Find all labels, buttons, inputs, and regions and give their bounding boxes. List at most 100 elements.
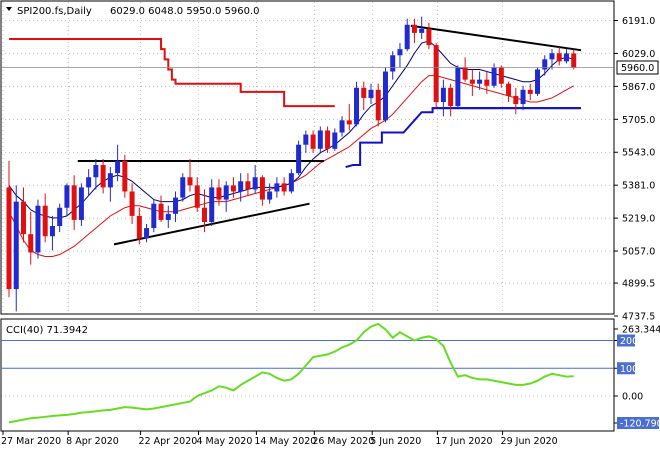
symbol-title: SPI200.fs,Daily <box>17 6 92 17</box>
candle-body <box>100 165 106 188</box>
candle-down <box>469 69 475 96</box>
candle-down <box>259 175 265 206</box>
candle-down <box>20 187 26 243</box>
candle-up <box>542 55 548 76</box>
time-tick-label: 29 Jun 2020 <box>501 436 558 447</box>
candle-body <box>346 120 352 125</box>
candle-up <box>339 116 345 137</box>
time-tick-label: 5 Jun 2020 <box>370 436 421 447</box>
candle-down <box>100 158 106 194</box>
price-tick-label: 6191.0 <box>622 16 655 27</box>
candle-up <box>115 144 121 182</box>
candle-body <box>136 215 142 239</box>
candle-body <box>173 197 179 214</box>
candle-up <box>49 215 55 251</box>
candle-up <box>274 177 280 198</box>
candle-up <box>419 16 425 40</box>
candle-up <box>35 199 41 259</box>
candle-down <box>245 173 251 196</box>
price-axis-ticks: 6191.0 6029.0 5867.0 5705.0 5543.0 5381.0 5219… <box>614 16 655 323</box>
candle-body <box>78 187 84 220</box>
candle-body <box>296 144 302 174</box>
candle-body <box>390 55 396 72</box>
cci-title: CCI(40) 71.3942 <box>6 325 88 336</box>
cci-plot-area <box>1 322 614 424</box>
candle-body <box>375 89 381 121</box>
cci-axis-ticks: 263.3449200 100 0.00 -120.790 <box>614 325 660 430</box>
candle-body <box>252 177 258 190</box>
candle-body <box>317 130 323 149</box>
symbol-dropdown-icon[interactable] <box>6 7 12 11</box>
candle-down <box>201 189 207 233</box>
candle-down <box>498 65 504 88</box>
candle-body <box>64 185 70 208</box>
candle-body <box>115 160 121 174</box>
candle-body <box>107 173 113 188</box>
candle-down <box>506 81 512 103</box>
candle-up <box>288 169 294 194</box>
cci-line <box>8 322 574 424</box>
candle-up <box>317 126 323 153</box>
lower-band-line <box>345 107 581 169</box>
candle-body <box>397 49 403 56</box>
candle-up <box>477 71 483 90</box>
cci-tick-label: 200 <box>620 336 638 347</box>
time-tick-label: 27 Mar 2020 <box>1 436 61 447</box>
price-panel-frame <box>0 0 615 315</box>
candle-down <box>310 130 316 153</box>
time-tick-label: 14 May 2020 <box>254 436 316 447</box>
candle-down <box>433 43 439 109</box>
candle-body <box>448 87 454 107</box>
cci-level-badge <box>617 334 635 347</box>
candle-body <box>426 28 432 46</box>
candle-body <box>462 67 468 80</box>
time-tick-label: 8 Apr 2020 <box>66 436 119 447</box>
time-tick-label: 22 Apr 2020 <box>139 436 198 447</box>
candle-body <box>13 201 19 290</box>
candle-down <box>484 71 490 94</box>
candle-down <box>42 193 48 243</box>
candle-body <box>556 53 562 62</box>
candle-down <box>462 57 468 82</box>
candle-body <box>165 213 171 220</box>
candle-up <box>64 183 70 216</box>
candle-down <box>6 160 12 298</box>
candle-down <box>122 154 128 198</box>
candle-up <box>397 43 403 68</box>
candle-body <box>223 185 229 200</box>
candle-up <box>455 65 461 109</box>
candle-up <box>144 224 150 243</box>
candle-up <box>238 173 244 202</box>
candle-body <box>230 185 236 192</box>
candle-down <box>187 158 193 192</box>
candle-body <box>274 183 280 192</box>
candle-body <box>455 67 461 107</box>
candle-up <box>520 85 526 111</box>
ohlc-readout: 6029.0 6048.0 5950.0 5960.0 <box>110 6 260 17</box>
candle-down <box>71 175 77 231</box>
price-tick-label: 4899.5 <box>622 279 655 290</box>
candle-up <box>180 173 186 202</box>
candle-body <box>245 181 251 190</box>
candle-down <box>281 177 287 196</box>
candle-body <box>201 207 207 222</box>
candle-up <box>404 18 410 52</box>
candle-body <box>484 79 490 86</box>
candle-down <box>513 87 519 115</box>
candle-body <box>6 187 12 290</box>
candle-body <box>216 187 222 200</box>
candle-body <box>325 130 331 149</box>
candle-body <box>310 134 316 149</box>
candle-body <box>129 191 135 216</box>
candle-body <box>535 69 541 94</box>
candle-up <box>535 67 541 96</box>
candle-body <box>267 191 273 200</box>
price-plot-area <box>1 16 614 312</box>
candle-body <box>71 185 77 220</box>
candle-up <box>107 167 113 202</box>
candle-up <box>549 49 555 70</box>
candle-up <box>354 81 360 127</box>
candle-body <box>288 173 294 192</box>
candle-up <box>223 181 229 212</box>
candle-body <box>527 89 533 94</box>
